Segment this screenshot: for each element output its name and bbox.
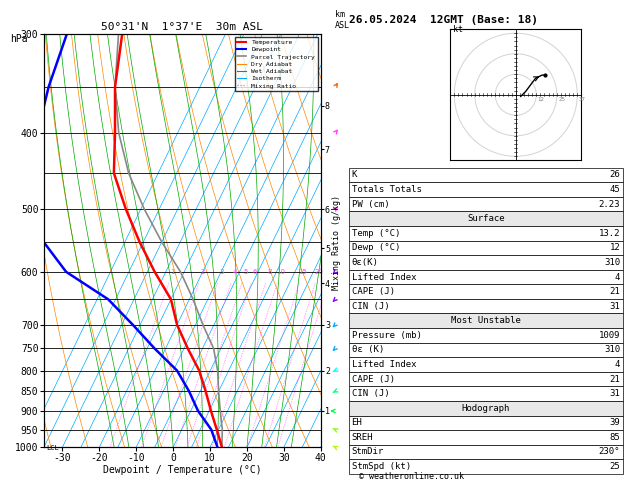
- Text: Dewp (°C): Dewp (°C): [352, 243, 400, 252]
- Text: 12: 12: [537, 97, 544, 103]
- Text: 21: 21: [610, 375, 620, 383]
- Text: PW (cm): PW (cm): [352, 200, 389, 208]
- X-axis label: Dewpoint / Temperature (°C): Dewpoint / Temperature (°C): [103, 466, 262, 475]
- Text: 4: 4: [615, 273, 620, 281]
- Text: 13.2: 13.2: [599, 229, 620, 238]
- Text: 6: 6: [252, 269, 257, 275]
- Text: 85: 85: [610, 433, 620, 442]
- Text: 1009: 1009: [599, 331, 620, 340]
- Text: 15: 15: [298, 269, 307, 275]
- Text: Lifted Index: Lifted Index: [352, 273, 416, 281]
- Title: 50°31'N  1°37'E  30m ASL: 50°31'N 1°37'E 30m ASL: [101, 22, 264, 32]
- Text: 310: 310: [604, 346, 620, 354]
- Text: Surface: Surface: [467, 214, 504, 223]
- Text: CIN (J): CIN (J): [352, 389, 389, 398]
- Text: Temp (°C): Temp (°C): [352, 229, 400, 238]
- Text: Hodograph: Hodograph: [462, 404, 510, 413]
- Text: Totals Totals: Totals Totals: [352, 185, 421, 194]
- Text: km
ASL: km ASL: [335, 11, 350, 30]
- Text: 230°: 230°: [599, 448, 620, 456]
- Text: Pressure (mb): Pressure (mb): [352, 331, 421, 340]
- Text: 2: 2: [201, 269, 205, 275]
- Text: 25: 25: [610, 462, 620, 471]
- Text: StmDir: StmDir: [352, 448, 384, 456]
- Text: 26: 26: [610, 171, 620, 179]
- Text: 10: 10: [277, 269, 286, 275]
- Text: EH: EH: [352, 418, 362, 427]
- Text: 4: 4: [615, 360, 620, 369]
- Text: 310: 310: [604, 258, 620, 267]
- Text: 8: 8: [267, 269, 272, 275]
- Text: 31: 31: [610, 302, 620, 311]
- Text: 45: 45: [610, 185, 620, 194]
- Text: CAPE (J): CAPE (J): [352, 287, 394, 296]
- Text: kt: kt: [454, 25, 464, 35]
- Legend: Temperature, Dewpoint, Parcel Trajectory, Dry Adiabat, Wet Adiabat, Isotherm, Mi: Temperature, Dewpoint, Parcel Trajectory…: [235, 37, 318, 91]
- Text: 21: 21: [610, 287, 620, 296]
- Text: 39: 39: [610, 418, 620, 427]
- Text: hPa: hPa: [10, 34, 28, 44]
- Text: CAPE (J): CAPE (J): [352, 375, 394, 383]
- Text: LCL: LCL: [46, 445, 58, 451]
- Text: 2.23: 2.23: [599, 200, 620, 208]
- Text: 20: 20: [314, 269, 323, 275]
- Text: θε (K): θε (K): [352, 346, 384, 354]
- Text: 26.05.2024  12GMT (Base: 18): 26.05.2024 12GMT (Base: 18): [349, 15, 538, 25]
- Text: 37: 37: [578, 97, 585, 103]
- Text: StmSpd (kt): StmSpd (kt): [352, 462, 411, 471]
- Text: K: K: [352, 171, 357, 179]
- Text: Most Unstable: Most Unstable: [451, 316, 521, 325]
- Text: CIN (J): CIN (J): [352, 302, 389, 311]
- Text: © weatheronline.co.uk: © weatheronline.co.uk: [359, 472, 464, 481]
- Text: 12: 12: [610, 243, 620, 252]
- Text: 25: 25: [559, 97, 565, 103]
- Text: SREH: SREH: [352, 433, 373, 442]
- Text: 31: 31: [610, 389, 620, 398]
- Text: Lifted Index: Lifted Index: [352, 360, 416, 369]
- Text: 5: 5: [243, 269, 248, 275]
- Text: 1: 1: [170, 269, 175, 275]
- Text: 4: 4: [233, 269, 237, 275]
- Text: Mixing Ratio (g/kg): Mixing Ratio (g/kg): [332, 195, 341, 291]
- Text: 3: 3: [219, 269, 223, 275]
- Text: θε(K): θε(K): [352, 258, 379, 267]
